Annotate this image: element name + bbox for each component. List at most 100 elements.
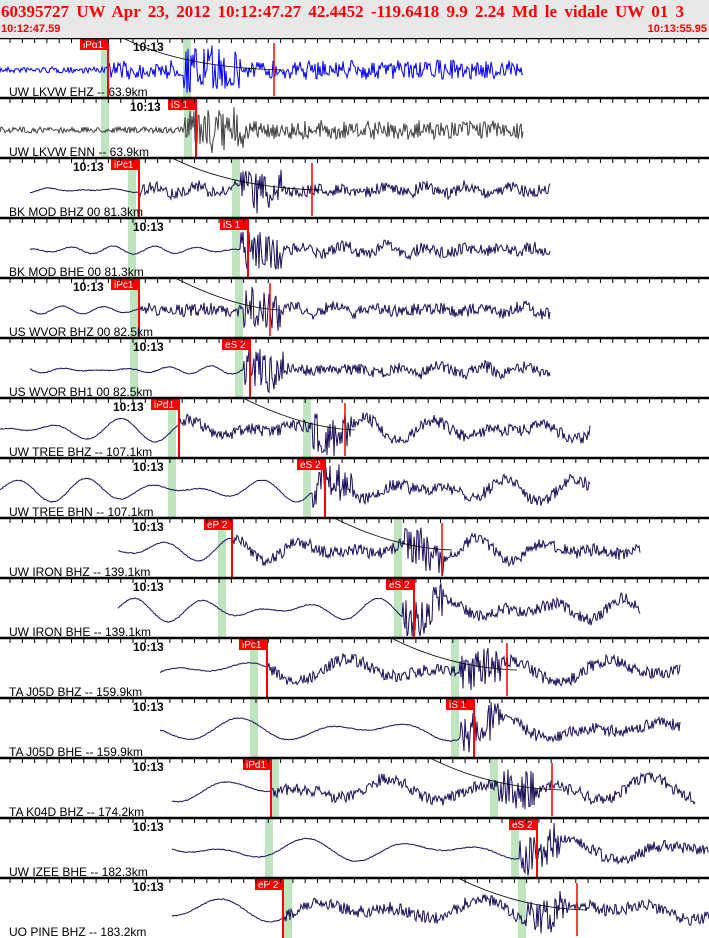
- trace-3[interactable]: iS 1 10:13 BK MOD BHE 00 81.3km: [0, 216, 709, 279]
- pick-flag[interactable]: [446, 699, 474, 710]
- trace-12[interactable]: iPd1 10:13 TA K04D BHZ -- 174.2km: [0, 756, 709, 819]
- waveform: [159, 647, 681, 691]
- pick-flag[interactable]: [386, 579, 414, 590]
- pick-flag[interactable]: [220, 219, 248, 230]
- trace-13[interactable]: eS 2 10:13 UW IZEE BHE -- 182.3km: [0, 816, 709, 879]
- minute-label: 10:13: [133, 880, 164, 894]
- s-window-band: [184, 98, 192, 158]
- minute-label: 10:13: [133, 40, 164, 54]
- trace-6[interactable]: iPd1 10:13 UW TREE BHZ -- 107.1km: [0, 396, 709, 459]
- station-label: UW LKVW EHZ -- 63.9km: [9, 85, 148, 99]
- p-window-band: [218, 518, 226, 578]
- station-label: UW TREE BHZ -- 107.1km: [9, 445, 152, 459]
- waveform: [0, 45, 524, 93]
- s-window-band: [303, 458, 311, 518]
- end-time: 10:13:55.95: [647, 23, 707, 35]
- p-window-band: [218, 578, 226, 638]
- waveform: [29, 169, 551, 214]
- pick-flag[interactable]: [509, 819, 537, 830]
- pick-label: iS 1: [171, 100, 189, 111]
- event-header: 60395727 UW Apr 23, 2012 10:12:47.27 42.…: [0, 0, 709, 38]
- minute-label: 10:13: [133, 580, 164, 594]
- trace-14[interactable]: eP 2 10:13 UO PINE BHZ -- 183.2km: [0, 876, 709, 938]
- minute-label: 10:13: [133, 700, 164, 714]
- pick-label: iPc1: [114, 160, 134, 171]
- pick-label: eS 2: [300, 460, 321, 471]
- trace-5[interactable]: eS 2 10:13 US WVOR BH1 00 82.5km: [0, 336, 709, 399]
- p-window-band: [271, 758, 279, 818]
- pick-flag[interactable]: [239, 639, 267, 650]
- pick-label: iPc1: [242, 640, 262, 651]
- s-window-band: [451, 638, 459, 698]
- pick-label: iPd1: [246, 760, 266, 771]
- travel-time-curve: [457, 877, 588, 911]
- minute-label: 10:13: [130, 100, 161, 114]
- s-window-band: [235, 338, 243, 398]
- pick-flag[interactable]: [222, 339, 250, 350]
- s-window-band: [394, 578, 402, 638]
- pick-flag[interactable]: [151, 399, 179, 410]
- pick-flag[interactable]: [255, 879, 283, 890]
- minute-label: 10:13: [133, 220, 164, 234]
- pick-flag[interactable]: [111, 279, 139, 290]
- waveform: [0, 412, 591, 457]
- minute-label: 10:13: [113, 400, 144, 414]
- minute-label: 10:13: [133, 820, 164, 834]
- minute-label: 10:13: [133, 520, 164, 534]
- travel-time-curve: [242, 397, 356, 431]
- trace-10[interactable]: iPc1 10:13 TA J05D BHZ -- 159.9km: [0, 636, 709, 699]
- pick-label: eP 2: [207, 520, 228, 531]
- trace-4[interactable]: iPc1 10:13 US WVOR BHZ 00 82.5km: [0, 276, 709, 339]
- pick-label: eP 2: [258, 880, 279, 891]
- trace-9[interactable]: eS 2 10:13 UW IRON BHE -- 139.1km: [0, 576, 709, 639]
- pick-flag[interactable]: [204, 519, 232, 530]
- trace-11[interactable]: iS 1 10:13 TA J05D BHE -- 159.9km: [0, 696, 709, 759]
- waveform: [117, 527, 641, 577]
- p-window-band: [130, 338, 138, 398]
- p-window-band: [250, 638, 258, 698]
- station-label: BK MOD BHZ 00 81.3km: [9, 205, 143, 219]
- minute-label: 10:13: [73, 160, 104, 174]
- trace-2[interactable]: iPc1 10:13 BK MOD BHZ 00 81.3km: [0, 156, 709, 219]
- s-window-band: [451, 698, 459, 758]
- waveform: [29, 347, 551, 394]
- trace-7[interactable]: eS 2 10:13 UW TREE BHN -- 107.1km: [0, 456, 709, 519]
- p-window-band: [128, 158, 136, 218]
- pick-label: iPd1: [83, 40, 103, 51]
- station-label: UW IZEE BHE -- 182.3km: [9, 865, 148, 879]
- p-window-band: [265, 818, 273, 878]
- s-window-band: [232, 218, 240, 278]
- waveform: [29, 231, 551, 270]
- pick-label: eS 2: [389, 580, 410, 591]
- minute-label: 10:13: [133, 760, 164, 774]
- pick-label: iS 1: [449, 700, 467, 711]
- waveform: [117, 583, 641, 637]
- trace-1[interactable]: iS 1 10:13 UW LKVW ENN -- 63.9km: [0, 96, 709, 159]
- pick-label: iS 1: [223, 220, 241, 231]
- station-label: US WVOR BH1 00 82.5km: [9, 385, 152, 399]
- pick-flag[interactable]: [80, 39, 108, 50]
- p-window-band: [168, 458, 176, 518]
- travel-time-curve: [171, 157, 323, 191]
- waveform: [0, 107, 524, 154]
- pick-flag[interactable]: [111, 159, 139, 170]
- station-label: UO PINE BHZ -- 183.2km: [9, 925, 146, 938]
- p-window-band: [130, 278, 138, 338]
- s-window-band: [511, 818, 519, 878]
- travel-time-curve: [122, 38, 285, 71]
- station-label: TA K04D BHZ -- 174.2km: [9, 805, 144, 819]
- pick-flag[interactable]: [243, 759, 271, 770]
- travel-time-curve: [429, 757, 563, 791]
- trace-8[interactable]: eP 2 10:13 UW IRON BHZ -- 139.1km: [0, 516, 709, 579]
- station-label: UW TREE BHN -- 107.1km: [9, 505, 153, 519]
- pick-label: eS 2: [225, 340, 246, 351]
- trace-0[interactable]: iPd1 10:13 UW LKVW EHZ -- 63.9km: [0, 38, 709, 99]
- station-label: UW IRON BHZ -- 139.1km: [9, 565, 150, 579]
- pick-flag[interactable]: [168, 99, 196, 110]
- waveform: [159, 702, 681, 753]
- start-time: 10:12:47.59: [1, 23, 61, 35]
- pick-flag[interactable]: [297, 459, 325, 470]
- station-label: UW IRON BHE -- 139.1km: [9, 625, 151, 639]
- station-label: US WVOR BHZ 00 82.5km: [9, 325, 153, 339]
